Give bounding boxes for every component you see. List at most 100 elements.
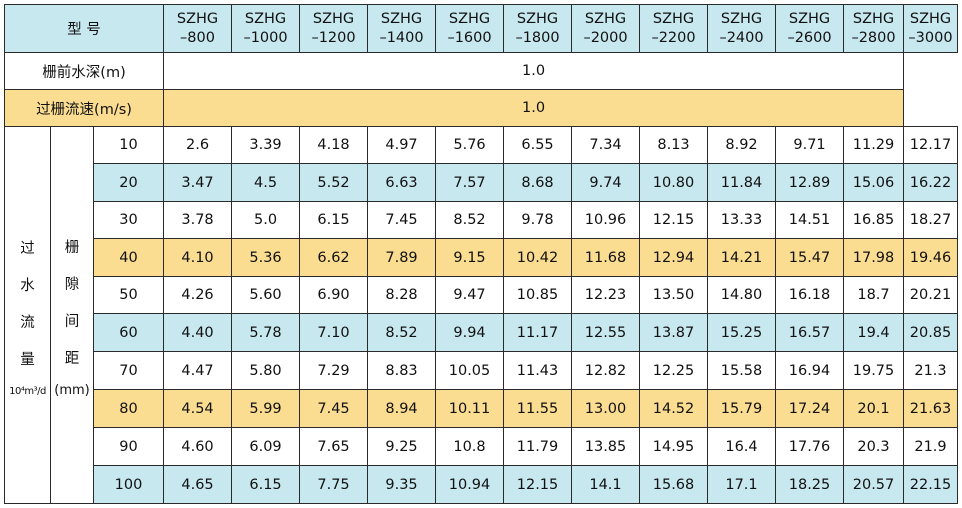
model-cell-2200: SZHG –2200: [639, 4, 709, 53]
flow-value-cell: 4.97: [367, 126, 437, 164]
flow-value-cell: 4.10: [163, 238, 233, 277]
flow-value-cell: 6.63: [367, 163, 437, 202]
flow-value-cell: 11.79: [503, 427, 573, 466]
flow-value-cell: 2.6: [163, 126, 233, 164]
flow-value-cell: 14.80: [707, 276, 777, 314]
flow-value-cell: 6.62: [299, 238, 369, 277]
gap-value: 10: [92, 126, 165, 164]
flow-value-cell: 16.22: [903, 163, 958, 202]
flow-value-cell: 5.80: [231, 351, 301, 390]
flow-value-cell: 9.94: [435, 313, 505, 352]
flow-value-cell: 12.89: [775, 163, 845, 202]
flow-value-cell: 8.52: [367, 313, 437, 352]
flow-value-cell: 5.0: [231, 201, 301, 239]
flow-value-cell: 21.3: [903, 351, 958, 390]
flow-value-cell: 9.47: [435, 276, 505, 314]
model-cell-3000: SZHG –3000: [903, 4, 958, 53]
flow-value-cell: 17.1: [707, 465, 777, 504]
flow-value-cell: 4.47: [163, 351, 233, 390]
model-cell-2400: SZHG –2400: [707, 4, 777, 53]
flow-value-cell: 18.7: [843, 276, 905, 314]
flow-value-cell: 15.47: [775, 238, 845, 277]
flow-value-cell: 16.85: [843, 201, 905, 239]
flow-value-cell: 20.3: [843, 427, 905, 466]
flow-value-cell: 15.25: [707, 313, 777, 352]
flow-value-cell: 6.15: [299, 201, 369, 239]
flow-value-cell: 5.60: [231, 276, 301, 314]
flow-label: 过水流量 10⁴m³/d: [4, 126, 51, 504]
flow-value-cell: 15.58: [707, 351, 777, 390]
gap-value: 50: [92, 276, 165, 314]
flow-value-cell: 12.25: [639, 351, 709, 390]
flow-value-cell: 21.63: [903, 389, 958, 428]
depth-label: 栅前水深(m): [3, 52, 165, 90]
flow-value-cell: 6.55: [503, 126, 573, 164]
flow-value-cell: 4.26: [163, 276, 233, 314]
model-cell-2600: SZHG –2600: [775, 4, 845, 53]
flow-value-cell: 15.68: [639, 465, 709, 504]
flow-value-cell: 5.52: [299, 163, 369, 202]
flow-value-cell: 14.51: [775, 201, 845, 239]
flow-value-cell: 12.15: [639, 201, 709, 239]
flow-value-cell: 8.92: [707, 126, 777, 164]
flow-value-cell: 7.65: [299, 427, 369, 466]
flow-value-cell: 10.94: [435, 465, 505, 504]
flow-value-cell: 10.8: [435, 427, 505, 466]
flow-value-cell: 14.52: [639, 389, 709, 428]
flow-value-cell: 20.85: [903, 313, 958, 352]
flow-value-cell: 7.89: [367, 238, 437, 277]
flow-value-cell: 3.47: [163, 163, 233, 202]
flow-value-cell: 15.79: [707, 389, 777, 428]
speed-label: 过栅流速(m/s): [3, 89, 165, 127]
depth-row: 栅前水深(m) 1.0: [3, 52, 958, 90]
flow-value-cell: 7.75: [299, 465, 369, 504]
table-row: 100 4.65 6.15 7.75 9.35 10.94 12.15 14.1 15.68 17…: [5, 465, 958, 504]
flow-value-cell: 19.46: [903, 238, 958, 277]
header-row: 型 号 SZHG –800 SZHG –1000 SZHG –1200 SZHG –14…: [3, 4, 958, 53]
flow-value-cell: 9.35: [367, 465, 437, 504]
flow-value-cell: 9.74: [571, 163, 641, 202]
flow-value-cell: 18.27: [903, 201, 958, 239]
flow-value-cell: 7.34: [571, 126, 641, 164]
spec-table: 型 号 SZHG –800 SZHG –1000 SZHG –1200 SZHG –14…: [3, 4, 958, 504]
model-cell-2000: SZHG –2000: [571, 4, 641, 53]
gap-value: 60: [92, 313, 165, 352]
table-row: 60 4.40 5.78 7.10 8.52 9.94 11.17 12.55 13.87 15.…: [5, 313, 958, 352]
flow-value-cell: 11.55: [503, 389, 573, 428]
flow-value-cell: 18.25: [775, 465, 845, 504]
flow-value-cell: 8.68: [503, 163, 573, 202]
flow-value-cell: 20.1: [843, 389, 905, 428]
table-row: 20 3.47 4.5 5.52 6.63 7.57 8.68 9.74 10.80 11.84 1…: [5, 163, 958, 202]
flow-value-cell: 5.99: [231, 389, 301, 428]
flow-value-cell: 13.00: [571, 389, 641, 428]
flow-value-cell: 7.29: [299, 351, 369, 390]
flow-value-cell: 6.09: [231, 427, 301, 466]
flow-value-cell: 9.78: [503, 201, 573, 239]
flow-value-cell: 10.80: [639, 163, 709, 202]
flow-value-cell: 4.65: [163, 465, 233, 504]
flow-value-cell: 11.17: [503, 313, 573, 352]
flow-value-cell: 16.18: [775, 276, 845, 314]
table-row: 30 3.78 5.0 6.15 7.45 8.52 9.78 10.96 12.15 13.33…: [5, 201, 958, 239]
flow-value-cell: 20.21: [903, 276, 958, 314]
model-cell-2800: SZHG –2800: [843, 4, 905, 53]
model-cell-1800: SZHG –1800: [503, 4, 573, 53]
flow-value-cell: 22.15: [903, 465, 958, 504]
model-cell-800: SZHG –800: [163, 4, 233, 53]
model-label: 型 号: [3, 4, 165, 53]
flow-value-cell: 5.78: [231, 313, 301, 352]
flow-value-cell: 10.96: [571, 201, 641, 239]
flow-value-cell: 4.40: [163, 313, 233, 352]
flow-value-cell: 4.60: [163, 427, 233, 466]
flow-value-cell: 4.18: [299, 126, 369, 164]
model-cell-1200: SZHG –1200: [299, 4, 369, 53]
flow-value-cell: 3.78: [163, 201, 233, 239]
flow-value-cell: 9.25: [367, 427, 437, 466]
flow-value-cell: 14.21: [707, 238, 777, 277]
flow-value-cell: 9.71: [775, 126, 845, 164]
flow-value-cell: 8.13: [639, 126, 709, 164]
gap-value: 40: [92, 238, 165, 277]
flow-value-cell: 13.50: [639, 276, 709, 314]
table-row: 过水流量 10⁴m³/d 栅隙间距 (mm) 10 2.6 3.39 4.18 4.97 5.76…: [4, 126, 958, 504]
flow-value-cell: 12.82: [571, 351, 641, 390]
